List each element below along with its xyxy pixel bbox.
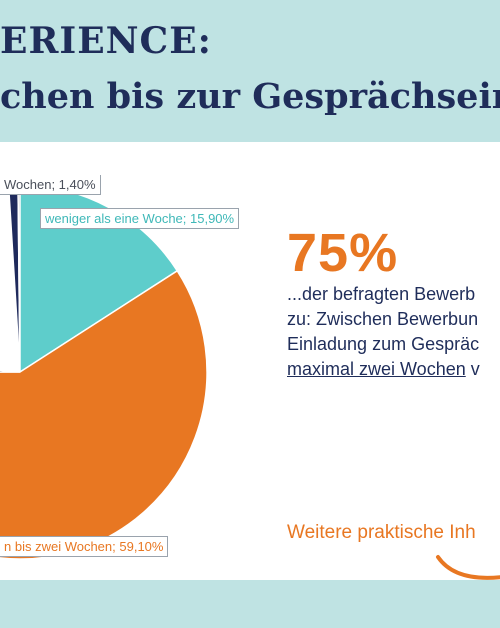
statement-line-3: Einladung zum Gespräc [287,334,480,354]
swoosh-decoration [436,555,500,580]
statement-line-4: maximal zwei Wochen v [287,357,500,382]
statement-line-1: ...der befragten Bewerb [287,284,476,304]
slice-label-weniger-als-eine-woche: weniger als eine Woche; 15,90% [40,208,240,229]
pie-chart [0,184,208,560]
highlight-percentage: 75% [287,223,399,283]
title-line-2: chen bis zur Gesprächseinla [0,76,500,117]
slice-label-bis-zwei-wochen: n bis zwei Wochen; 59,10% [0,536,169,557]
statement-emphasis: maximal zwei Wochen [287,359,466,379]
pie-slice-wochen [0,369,21,373]
statement-line-2: zu: Zwischen Bewerbun [287,309,479,329]
more-content-link[interactable]: Weitere praktische Inh [287,522,476,543]
slice-label-wochen: Wochen; 1,40% [0,175,101,195]
highlight-statement: ...der befragten Bewerb zu: Zwischen Bew… [287,282,500,382]
infographic-card: Wochen; 1,40% weniger als eine Woche; 15… [0,142,500,580]
statement-line-4-rest: v [465,359,480,379]
title-line-1: ERIENCE: [0,20,212,62]
